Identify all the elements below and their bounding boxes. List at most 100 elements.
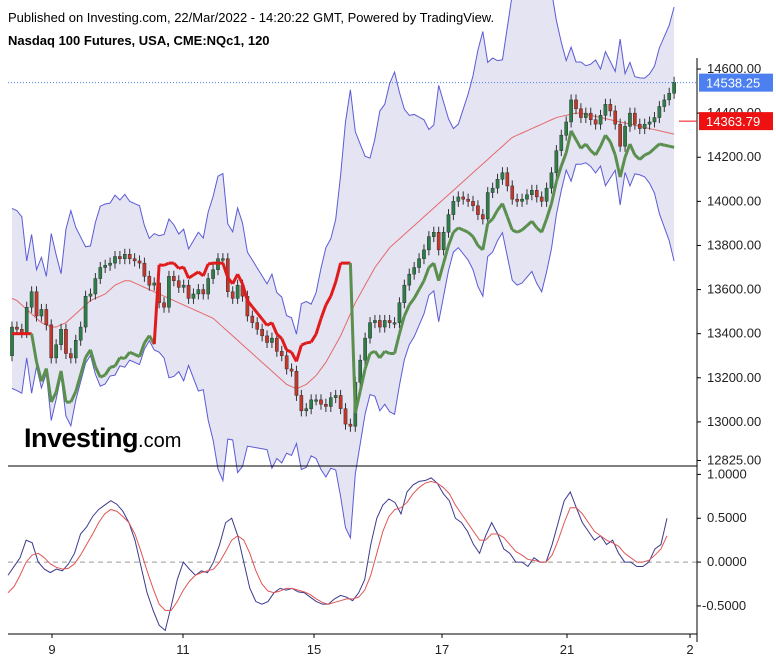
candle-body bbox=[201, 289, 206, 295]
supertrend-segment bbox=[540, 218, 548, 233]
supertrend-segment bbox=[447, 231, 455, 246]
supertrend-segment bbox=[574, 138, 583, 150]
supertrend-segment bbox=[113, 356, 122, 367]
candle-body bbox=[309, 399, 313, 409]
supertrend-badge bbox=[699, 112, 773, 131]
supertrend-segment bbox=[79, 356, 88, 375]
candle-body bbox=[191, 293, 196, 299]
supertrend-segment bbox=[207, 261, 214, 266]
supertrend-segment bbox=[378, 350, 386, 359]
oscillator-main-line bbox=[7, 477, 668, 632]
candle-body bbox=[230, 291, 235, 299]
candle-body bbox=[255, 322, 260, 330]
supertrend-segment bbox=[103, 366, 112, 376]
supertrend-segment bbox=[286, 348, 293, 354]
x-tick-label: 15 bbox=[307, 642, 321, 657]
supertrend-segment bbox=[545, 203, 553, 220]
supertrend-segment bbox=[618, 156, 627, 178]
supertrend-segment bbox=[119, 356, 126, 361]
supertrend-segment bbox=[172, 262, 180, 270]
candle-body bbox=[373, 320, 377, 323]
candle-body bbox=[397, 302, 402, 323]
candle-body bbox=[382, 320, 387, 328]
supertrend-segment bbox=[505, 216, 514, 231]
candle-body bbox=[211, 269, 215, 279]
candle-body bbox=[495, 179, 500, 189]
candle-body bbox=[235, 284, 240, 299]
bollinger-band-fill bbox=[12, 0, 675, 538]
supertrend-segment bbox=[613, 154, 622, 178]
candle-body bbox=[348, 423, 353, 427]
supertrend-segment bbox=[584, 143, 592, 152]
candle-body bbox=[270, 337, 274, 343]
candle-body bbox=[579, 108, 583, 118]
supertrend-segment bbox=[348, 263, 357, 414]
y-tick-label: 13800.00 bbox=[707, 237, 761, 252]
candle-body bbox=[260, 329, 264, 337]
candle-body bbox=[672, 82, 676, 94]
candle-body bbox=[147, 276, 152, 286]
candle-body bbox=[265, 335, 269, 343]
supertrend-segment bbox=[30, 333, 38, 363]
candle-body bbox=[559, 134, 564, 151]
candle-body bbox=[392, 322, 397, 325]
supertrend-segment bbox=[49, 391, 58, 403]
candle-body bbox=[83, 295, 88, 328]
candle-body bbox=[333, 395, 338, 398]
y-tick-label: 12825.00 bbox=[707, 452, 761, 467]
candle-body bbox=[206, 278, 210, 295]
candle-body bbox=[368, 322, 372, 339]
supertrend-segment bbox=[442, 245, 450, 264]
candle-body bbox=[515, 198, 519, 202]
supertrend-segment bbox=[123, 351, 131, 360]
supertrend-segment bbox=[486, 217, 494, 225]
supertrend-segment bbox=[109, 364, 116, 369]
candle-body bbox=[481, 214, 485, 220]
supertrend-segment bbox=[314, 318, 323, 335]
supertrend-segment bbox=[491, 209, 499, 220]
osc-y-tick-label: -0.5000 bbox=[702, 598, 746, 613]
candle-body bbox=[466, 198, 470, 202]
supertrend-segment bbox=[187, 273, 195, 280]
supertrend-segment bbox=[628, 143, 637, 156]
y-tick-label: 13000.00 bbox=[707, 414, 761, 429]
candle-body bbox=[343, 408, 348, 425]
candle-body bbox=[127, 254, 132, 259]
candle-body bbox=[328, 397, 333, 407]
supertrend-segment bbox=[462, 228, 469, 234]
candle-body bbox=[358, 359, 363, 383]
candle-body bbox=[64, 329, 68, 354]
candle-body bbox=[172, 276, 176, 281]
candle-body bbox=[108, 262, 112, 266]
bollinger-lower-line bbox=[11, 162, 675, 540]
candle-body bbox=[69, 353, 73, 359]
supertrend-segment bbox=[69, 390, 78, 403]
candle-body bbox=[54, 344, 58, 359]
candle-body bbox=[103, 265, 107, 268]
supertrend-segment bbox=[44, 368, 53, 403]
supertrend-segment bbox=[604, 134, 612, 143]
candle-body bbox=[544, 187, 549, 202]
supertrend-segment bbox=[638, 153, 646, 161]
candle-body bbox=[387, 320, 392, 323]
candle-body bbox=[456, 196, 461, 202]
supertrend-segment bbox=[554, 165, 563, 182]
last-price-badge bbox=[699, 73, 773, 92]
candle-body bbox=[113, 256, 117, 264]
supertrend-segment bbox=[550, 181, 558, 204]
supertrend-segment bbox=[393, 333, 401, 354]
supertrend-segment bbox=[384, 349, 391, 355]
y-tick-label: 14000.00 bbox=[707, 193, 761, 208]
candle-body bbox=[118, 256, 122, 259]
candle-body bbox=[314, 399, 318, 402]
candle-body bbox=[279, 351, 284, 356]
candle-body bbox=[657, 106, 662, 118]
bollinger-basis-line bbox=[11, 112, 675, 390]
supertrend-segment bbox=[432, 262, 441, 282]
candle-body bbox=[299, 395, 304, 412]
supertrend-segment bbox=[305, 340, 312, 345]
candle-body bbox=[446, 214, 451, 233]
candle-body bbox=[412, 267, 416, 275]
axes: 14600.0014400.0014200.0014000.0013800.00… bbox=[8, 58, 773, 657]
candle-body bbox=[427, 236, 431, 251]
